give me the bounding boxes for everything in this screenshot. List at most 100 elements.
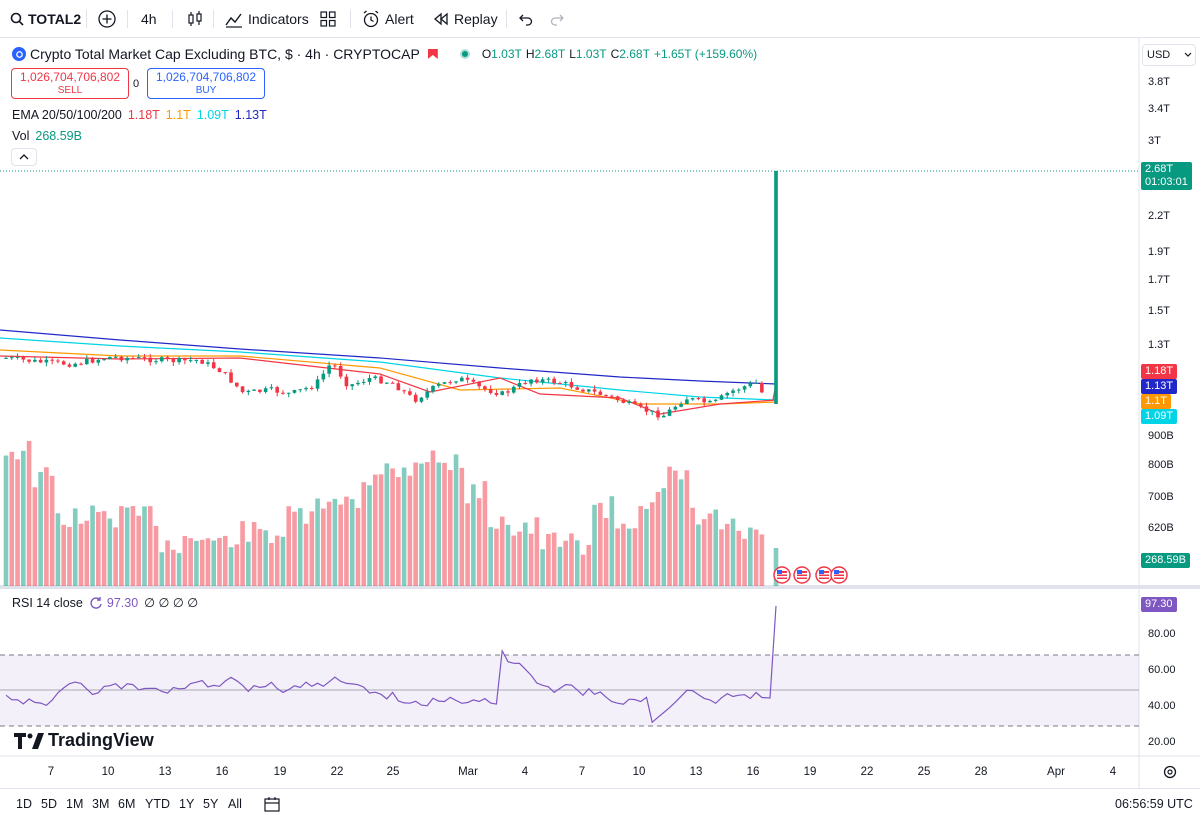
us-flag-event-icon[interactable] <box>773 566 791 584</box>
candle <box>656 407 660 421</box>
candle <box>310 385 314 391</box>
chart-canvas[interactable] <box>0 38 1200 788</box>
ohlc-item: L1.03T <box>569 47 606 61</box>
redo-icon <box>550 14 564 26</box>
volume-bar <box>15 459 20 586</box>
us-flag-event-icon[interactable] <box>830 566 848 584</box>
layouts-button[interactable] <box>319 0 337 38</box>
volume-bar <box>724 523 730 586</box>
range-button-1m[interactable]: 1M <box>66 797 84 811</box>
candle <box>327 361 331 378</box>
volume-bar <box>228 547 234 586</box>
symbol-search-button[interactable]: TOTAL2 <box>10 0 81 38</box>
volume-legend[interactable]: Vol 268.59B <box>12 129 82 143</box>
tradingview-logo-icon <box>14 732 44 749</box>
range-button-1y[interactable]: 1Y <box>179 797 195 811</box>
tradingview-logo[interactable]: TradingView <box>14 730 154 751</box>
candle <box>90 356 95 364</box>
volume-bar <box>147 506 153 586</box>
price-tick-label: 700B <box>1148 491 1174 503</box>
volume-bar <box>297 508 303 586</box>
candle <box>275 385 279 397</box>
volume-bar <box>574 540 580 586</box>
candle <box>563 380 568 387</box>
flag-icon[interactable] <box>427 49 438 59</box>
replay-button[interactable]: Replay <box>432 0 498 38</box>
currency-select[interactable]: USD <box>1142 44 1196 66</box>
price-tick-label: 3.8T <box>1148 76 1171 88</box>
candle <box>338 362 343 379</box>
candle <box>546 377 551 383</box>
range-button-6m[interactable]: 6M <box>118 797 136 811</box>
time-tick-label: 19 <box>803 766 817 778</box>
rsi-tick-label: 80.00 <box>1148 628 1176 640</box>
range-button-5y[interactable]: 5Y <box>203 797 219 811</box>
volume-value: 268.59B <box>35 129 82 143</box>
candle <box>627 399 631 405</box>
collapse-legend-button[interactable] <box>11 148 37 166</box>
candle <box>650 410 655 416</box>
range-button-ytd[interactable]: YTD <box>145 797 170 811</box>
rsi-extra-values: ∅ ∅ ∅ ∅ <box>144 596 199 610</box>
range-button-1d[interactable]: 1D <box>16 797 32 811</box>
volume-bar <box>396 477 401 586</box>
volume-bar <box>44 467 49 586</box>
candle <box>131 356 135 360</box>
date-range-button[interactable] <box>262 789 282 819</box>
gear-icon[interactable] <box>1163 765 1177 779</box>
market-status-icon[interactable] <box>459 49 470 59</box>
volume-bar <box>773 548 779 586</box>
candle <box>690 397 695 401</box>
undo-button[interactable] <box>516 0 534 38</box>
volume-bar <box>61 524 66 586</box>
price-tick-label: 3T <box>1148 135 1161 147</box>
volume-bar <box>701 519 707 586</box>
refresh-icon[interactable] <box>89 596 103 610</box>
utc-clock[interactable]: 06:56:59 UTC <box>1115 797 1193 811</box>
indicators-button[interactable]: Indicators <box>224 0 309 38</box>
us-flag-event-icon[interactable] <box>815 566 833 584</box>
chart-type-button[interactable] <box>185 0 205 38</box>
volume-bar <box>563 540 568 586</box>
compare-button[interactable] <box>97 0 117 38</box>
rsi-legend[interactable]: RSI 14 close 97.30 ∅ ∅ ∅ ∅ <box>12 595 199 611</box>
volume-bar <box>315 498 320 586</box>
candle <box>142 354 147 362</box>
volume-bar <box>453 454 459 586</box>
sell-button[interactable]: 1,026,704,706,802 SELL <box>11 68 129 99</box>
buy-button[interactable]: 1,026,704,706,802 BUY <box>147 68 265 99</box>
candle <box>471 377 476 383</box>
candle <box>119 355 124 363</box>
volume-bar <box>78 523 84 586</box>
ema-value: 1.09T <box>196 108 229 122</box>
range-button-3m[interactable]: 3M <box>92 797 110 811</box>
alert-label: Alert <box>385 11 414 27</box>
symbol-legend[interactable]: Crypto Total Market Cap Excluding BTC, $… <box>12 46 761 62</box>
candle <box>38 357 43 364</box>
alert-button[interactable]: Alert <box>361 0 414 38</box>
volume-bar <box>159 552 165 586</box>
ohlc-item: O1.03T <box>482 47 522 61</box>
chart-area[interactable]: Crypto Total Market Cap Excluding BTC, $… <box>0 38 1200 788</box>
time-tick-label: 16 <box>215 766 229 778</box>
candle <box>638 402 643 409</box>
candle <box>252 389 256 391</box>
volume-bar <box>655 492 661 586</box>
volume-bar <box>286 506 292 586</box>
crypto-cap-logo-icon <box>12 47 26 61</box>
volume-bar <box>338 504 343 586</box>
candle <box>159 355 164 363</box>
candle <box>79 362 83 366</box>
us-flag-event-icon[interactable] <box>793 566 811 584</box>
redo-button[interactable] <box>549 0 567 38</box>
range-button-all[interactable]: All <box>228 797 242 811</box>
range-button-5d[interactable]: 5D <box>41 797 57 811</box>
candle <box>298 389 303 393</box>
candle <box>356 380 360 386</box>
volume-bar <box>124 507 130 586</box>
economic-events[interactable] <box>773 566 848 584</box>
interval-button[interactable]: 4h <box>141 0 157 38</box>
calendar-icon <box>264 797 280 812</box>
ema-legend[interactable]: EMA 20/50/100/200 1.18T 1.1T 1.09T 1.13T <box>12 108 267 122</box>
volume-bar <box>638 506 643 586</box>
